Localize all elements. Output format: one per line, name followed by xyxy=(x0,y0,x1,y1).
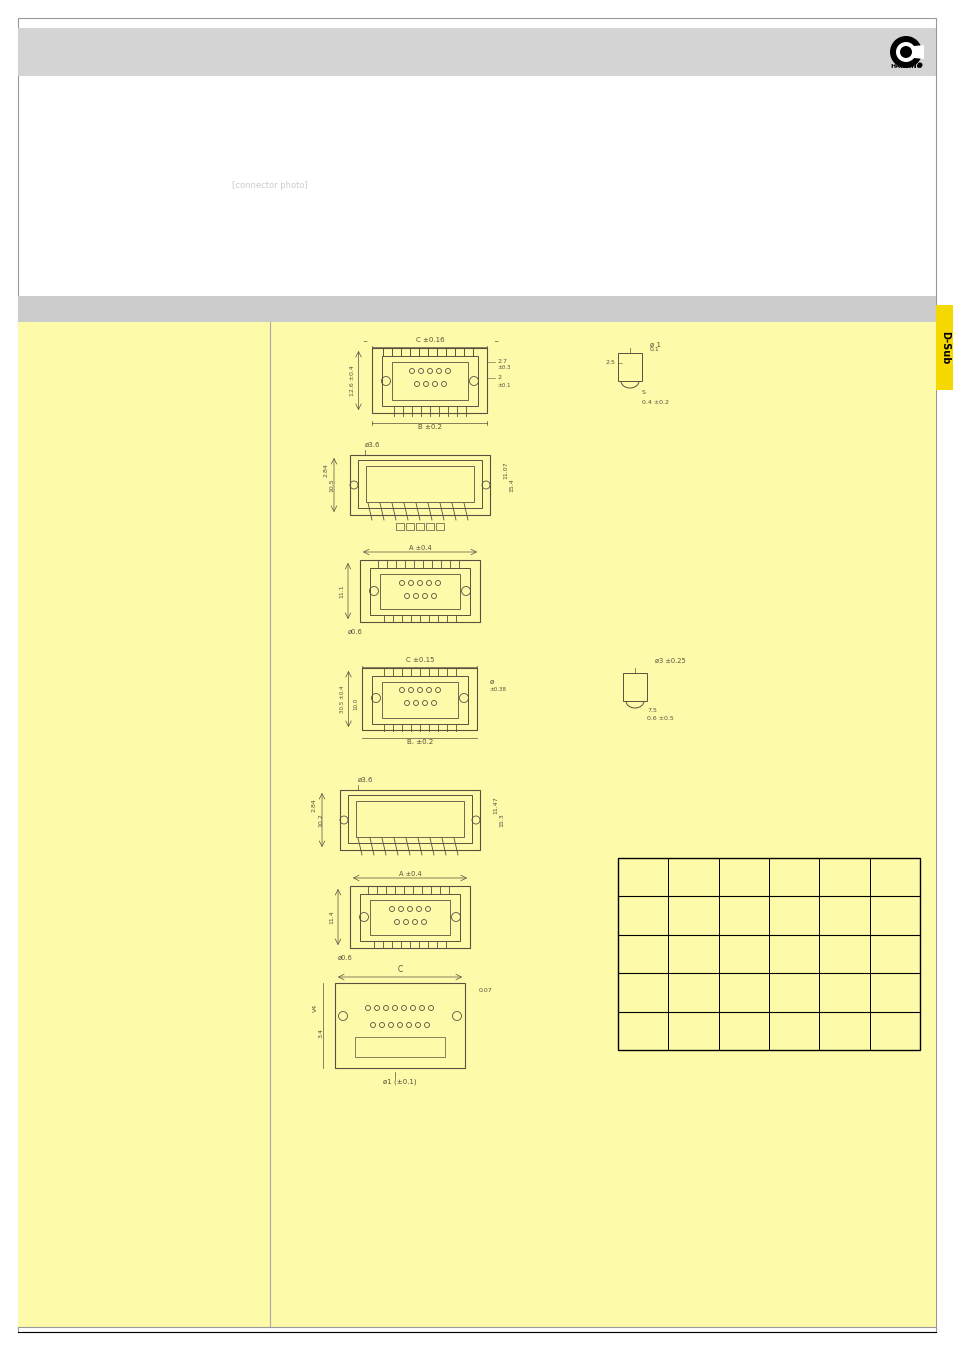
Text: 10.5: 10.5 xyxy=(329,478,335,491)
Text: 0.6 ±0.5: 0.6 ±0.5 xyxy=(646,717,673,721)
Text: 7.5: 7.5 xyxy=(646,709,657,714)
Text: ø1 (±0.1): ø1 (±0.1) xyxy=(383,1079,416,1085)
Bar xyxy=(355,801,463,837)
Text: C ±0.15: C ±0.15 xyxy=(405,657,434,663)
Text: 3.4: 3.4 xyxy=(318,1027,323,1038)
Bar xyxy=(381,682,457,718)
Bar xyxy=(350,455,490,514)
Bar xyxy=(362,668,477,730)
Text: C: C xyxy=(397,964,402,973)
Text: B. ±0.2: B. ±0.2 xyxy=(406,738,433,745)
Bar xyxy=(359,560,479,622)
Text: 11.47: 11.47 xyxy=(493,796,498,814)
Text: 0.07: 0.07 xyxy=(478,988,493,994)
Text: [connector photo]: [connector photo] xyxy=(232,181,308,190)
Text: ─: ─ xyxy=(362,340,366,346)
Text: ±0.3: ±0.3 xyxy=(497,366,511,370)
Text: 2: 2 xyxy=(497,375,501,381)
Text: ø 1: ø 1 xyxy=(649,342,660,348)
Text: 11.1: 11.1 xyxy=(339,585,344,598)
Bar xyxy=(18,296,935,323)
Text: 2.84: 2.84 xyxy=(323,463,328,477)
Text: 0.4 ±0.2: 0.4 ±0.2 xyxy=(641,401,668,405)
Bar xyxy=(618,859,919,1050)
Bar xyxy=(618,352,641,381)
Text: 15.4: 15.4 xyxy=(509,478,514,491)
Bar xyxy=(350,886,470,948)
Text: 30.5 ±0.4: 30.5 ±0.4 xyxy=(339,686,345,713)
Bar xyxy=(366,466,474,502)
Text: ø3.6: ø3.6 xyxy=(365,441,380,448)
Bar xyxy=(348,795,472,842)
Text: ø3 ±0.25: ø3 ±0.25 xyxy=(655,657,685,664)
Text: 10.0: 10.0 xyxy=(353,698,357,710)
Text: 2.5: 2.5 xyxy=(604,360,615,366)
Text: 2.84: 2.84 xyxy=(312,798,316,811)
Text: ø0.6: ø0.6 xyxy=(347,629,362,634)
Bar xyxy=(935,305,953,390)
Text: 11.07: 11.07 xyxy=(503,462,508,479)
Text: 12.6 ±0.4: 12.6 ±0.4 xyxy=(350,364,355,396)
Bar xyxy=(370,568,470,616)
Bar xyxy=(372,676,468,724)
Bar xyxy=(395,522,403,531)
Bar xyxy=(339,790,479,850)
Text: S: S xyxy=(641,390,645,396)
Text: 2.7: 2.7 xyxy=(497,359,507,364)
Bar xyxy=(359,894,459,941)
Text: V4: V4 xyxy=(313,1004,317,1012)
Circle shape xyxy=(889,36,921,68)
Text: 0.1: 0.1 xyxy=(649,347,659,352)
Bar xyxy=(436,522,443,531)
Text: C ±0.16: C ±0.16 xyxy=(416,338,444,343)
Bar xyxy=(622,674,646,701)
Text: ±0.1: ±0.1 xyxy=(497,383,511,389)
Polygon shape xyxy=(913,45,923,59)
Bar xyxy=(370,900,450,936)
Text: HARTING: HARTING xyxy=(889,63,921,69)
Text: ø0.6: ø0.6 xyxy=(337,954,352,961)
Text: ±0.38: ±0.38 xyxy=(489,687,506,693)
Text: ø: ø xyxy=(489,679,494,684)
Circle shape xyxy=(895,42,915,62)
Text: A ±0.4: A ±0.4 xyxy=(398,871,421,878)
Circle shape xyxy=(917,62,922,68)
Bar xyxy=(357,460,481,508)
Bar xyxy=(381,356,477,406)
Bar xyxy=(372,348,487,413)
Bar xyxy=(335,983,464,1068)
Text: 10.2: 10.2 xyxy=(318,813,323,826)
Text: D-Sub: D-Sub xyxy=(939,331,949,364)
Bar xyxy=(355,1037,444,1057)
Bar xyxy=(379,574,459,609)
Text: A ±0.4: A ±0.4 xyxy=(408,545,431,551)
Bar xyxy=(426,522,434,531)
Text: 11.4: 11.4 xyxy=(329,910,335,923)
Circle shape xyxy=(899,46,911,58)
Bar xyxy=(392,362,468,400)
Bar xyxy=(416,522,423,531)
Text: ø3.6: ø3.6 xyxy=(357,778,374,783)
Bar xyxy=(406,522,414,531)
Text: 15.3: 15.3 xyxy=(499,813,504,826)
Text: ─: ─ xyxy=(494,340,497,346)
Text: B ±0.2: B ±0.2 xyxy=(417,424,441,431)
Bar xyxy=(18,28,935,76)
Bar xyxy=(18,323,935,1327)
